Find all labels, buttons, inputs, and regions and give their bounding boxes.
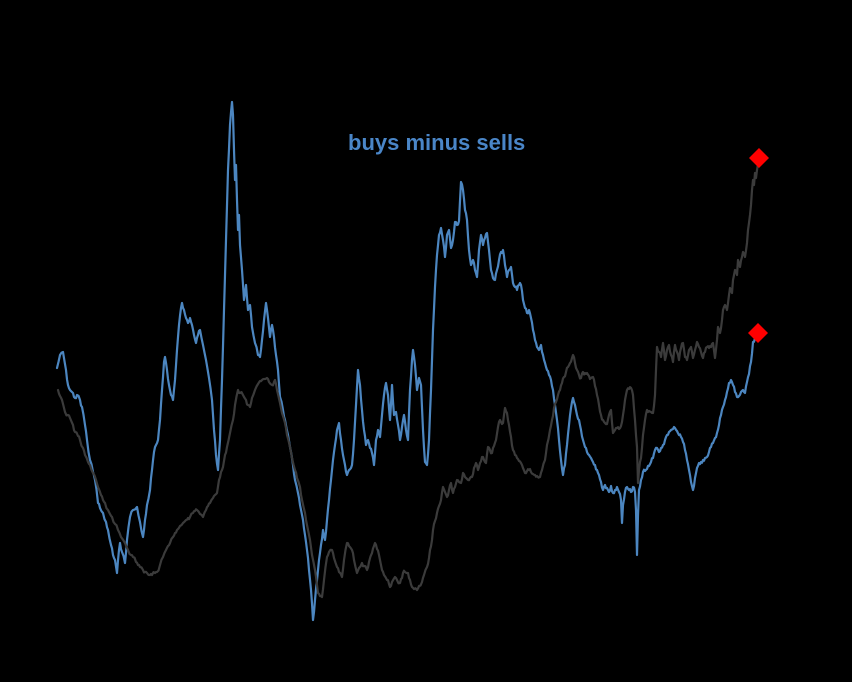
dark-series-line xyxy=(56,162,760,599)
endpoint-diamond-marker xyxy=(748,323,768,343)
buys-minus-sells-line xyxy=(55,100,759,622)
series-label-buys-minus-sells: buys minus sells xyxy=(348,130,526,155)
endpoint-diamond-marker xyxy=(749,148,769,168)
